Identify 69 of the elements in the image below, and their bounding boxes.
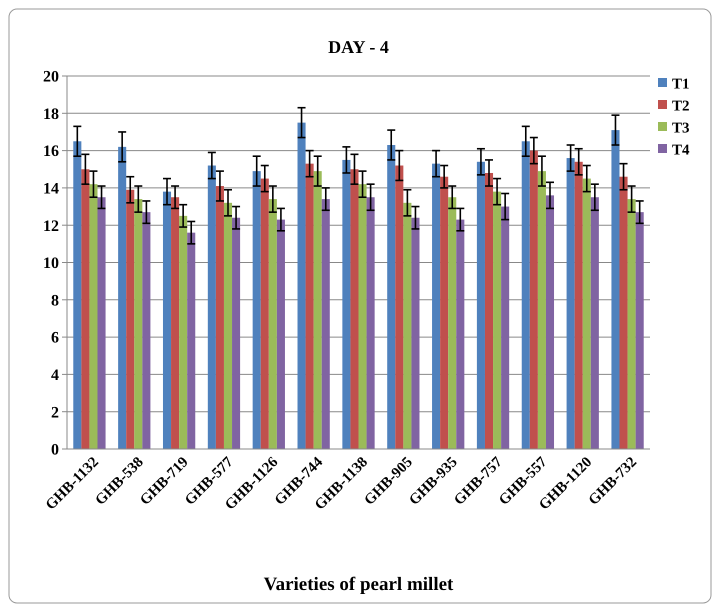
bar [134, 199, 142, 449]
bar [530, 150, 538, 449]
legend-label: T1 [672, 76, 690, 92]
chart-title: DAY - 4 [328, 37, 389, 57]
bar [306, 164, 314, 449]
bar [440, 176, 448, 449]
bar [298, 122, 306, 449]
bar [276, 220, 285, 449]
bar [590, 197, 599, 449]
bar [628, 199, 636, 449]
bar [126, 190, 134, 449]
bar [171, 197, 180, 449]
bar [224, 202, 232, 449]
bar [538, 171, 546, 449]
bar [252, 171, 261, 449]
bar [493, 192, 502, 449]
y-tick-label: 12 [43, 218, 59, 235]
bar [342, 160, 350, 449]
y-tick-label: 0 [51, 442, 59, 459]
bar [268, 199, 277, 449]
bar [476, 162, 485, 449]
bar [395, 166, 404, 449]
bar [187, 232, 196, 449]
bar [403, 202, 412, 449]
legend-label: T3 [672, 120, 690, 136]
y-tick-label: 4 [51, 367, 59, 384]
bar [411, 218, 420, 449]
bar [456, 220, 464, 449]
bar [162, 192, 172, 449]
legend-label: T4 [672, 142, 690, 158]
bar [358, 184, 367, 449]
y-tick-label: 10 [43, 255, 59, 272]
bar [260, 178, 269, 449]
bar [484, 172, 494, 449]
bar [232, 218, 240, 449]
y-tick-label: 6 [51, 330, 59, 347]
bar [566, 158, 575, 449]
bar [97, 197, 106, 449]
bar [208, 166, 216, 449]
bar [501, 206, 510, 449]
bar [142, 212, 150, 449]
y-tick-label: 16 [43, 143, 59, 160]
bar [620, 176, 628, 449]
y-tick-label: 14 [43, 180, 59, 198]
bar [322, 199, 330, 449]
legend-label: T2 [672, 98, 690, 114]
bar [387, 145, 396, 449]
y-tick-label: 18 [43, 106, 59, 123]
bar [350, 169, 358, 449]
bar [118, 146, 126, 449]
bar [366, 197, 375, 449]
bar [314, 171, 322, 449]
bar [448, 197, 456, 449]
y-tick-label: 8 [51, 292, 59, 310]
bar [81, 169, 90, 449]
x-axis-title: Varieties of pearl millet [264, 574, 454, 595]
bar [432, 164, 440, 449]
bar [216, 186, 224, 449]
bar [546, 195, 554, 449]
bar [179, 216, 188, 449]
bar [574, 162, 583, 449]
bar [89, 184, 98, 449]
bar [522, 141, 530, 449]
y-tick-label: 20 [43, 68, 59, 86]
bar [611, 130, 620, 449]
bar [73, 141, 82, 449]
y-tick-label: 2 [51, 404, 59, 422]
bar [636, 212, 644, 449]
bar [582, 178, 591, 449]
